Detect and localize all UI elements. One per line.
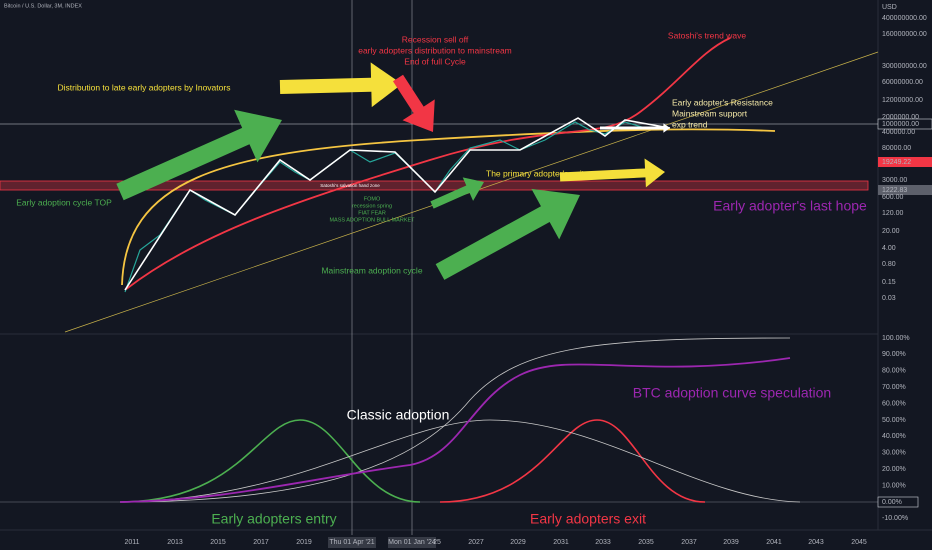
- percent-tick-label: 10.00%: [882, 482, 906, 489]
- price-tick-label: 60000000.00: [882, 79, 923, 86]
- currency: USD: [882, 4, 897, 11]
- time-tick-label: 2011: [124, 539, 139, 546]
- percent-tick-label: 80.00%: [882, 368, 906, 375]
- percent-tick-label: 60.00%: [882, 400, 906, 407]
- classic-curve: [119, 419, 801, 503]
- percent-tick-label: 50.00%: [882, 417, 906, 424]
- price-badge: [877, 118, 932, 130]
- time-tick-label: Mon 01 Jan '24: [388, 539, 436, 546]
- percent-tick-label: 70.00%: [882, 384, 906, 391]
- percent-tick-label: 90.00%: [882, 351, 906, 358]
- price-tick-label: 120.00: [882, 210, 904, 217]
- time-tick-label: 2043: [808, 539, 824, 546]
- time-tick-label: 2031: [553, 539, 569, 546]
- time-tick-label: 2015: [210, 539, 226, 546]
- time-tick-label: 25: [433, 539, 441, 546]
- annotation: Mainstream adoption cycle: [321, 265, 422, 275]
- annotation: Early adopters exit: [530, 511, 646, 527]
- price-tick-label: 12000000.00: [882, 97, 923, 104]
- time-tick-label: 2045: [851, 539, 867, 546]
- price-tick-label: 0.03: [882, 295, 896, 302]
- percent-tick-label: 20.00%: [882, 466, 906, 473]
- annotation: BTC adoption curve speculation: [633, 385, 831, 401]
- price-candles: [124, 121, 646, 293]
- annotation: Satoshi's salvation hand zone: [320, 183, 380, 188]
- time-tick-label: 2019: [296, 539, 312, 546]
- annotation: Recession sell off: [402, 34, 469, 44]
- symbol-title: Bitcoin / U.S. Dollar, 3M, INDEX: [4, 3, 82, 9]
- percent-tick-label: 0.00%: [882, 499, 902, 506]
- time-tick-label: 2013: [167, 539, 183, 546]
- annotation: Early adopter's last hope: [713, 198, 867, 214]
- percent-tick-label: 40.00%: [882, 433, 906, 440]
- annotation: The primary adopter's exit: [486, 168, 585, 178]
- arrow: [430, 177, 484, 209]
- price-tick-label: 3000.00: [882, 177, 907, 184]
- price-tick-label: 1000000.00: [882, 121, 919, 128]
- trend-wave: [124, 37, 731, 291]
- arrow: [559, 158, 665, 188]
- annotation: Early adoption cycle TOP: [16, 197, 112, 207]
- time-tick-label: 2041: [766, 539, 782, 546]
- annotation: FIAT FEAR: [358, 210, 386, 216]
- time-tick-label: 2017: [253, 539, 269, 546]
- price-tick-label: 600.00: [882, 194, 904, 201]
- annotation: Classic adoption: [347, 407, 450, 423]
- annotation: MASS ADOPTION BULL MARKET: [329, 217, 415, 223]
- price-tick-label: 300000000.00: [882, 63, 927, 70]
- percent-tick-label: -10.00%: [882, 515, 908, 522]
- annotation: early adopters distribution to mainstrea…: [358, 45, 512, 55]
- arrow: [435, 188, 580, 280]
- arrow: [392, 74, 435, 132]
- price-tick-label: 160000000.00: [882, 31, 927, 38]
- percent-tick-label: 30.00%: [882, 450, 906, 457]
- arrow: [600, 123, 670, 133]
- price-badge: [878, 157, 932, 167]
- price-tick-label: 400000000.00: [882, 15, 927, 22]
- price-tick-label: 2000000.00: [882, 114, 919, 121]
- annotation: Early adopters entry: [211, 511, 336, 527]
- annotation: Mainstream support: [672, 108, 748, 118]
- price-tick-label: 20.00: [882, 228, 900, 235]
- time-tick-label: 2033: [595, 539, 611, 546]
- annotation: Early adopter's Resistance: [672, 97, 773, 107]
- time-tick-label: 2037: [681, 539, 697, 546]
- time-tick-label: 2039: [723, 539, 739, 546]
- time-badge: [388, 537, 436, 548]
- arrow: [279, 62, 402, 108]
- s-curve: [129, 337, 791, 503]
- time-tick-label: 2035: [638, 539, 654, 546]
- price-tick-label: 80000.00: [882, 145, 911, 152]
- annotation: Distribution to late early adopters by I…: [58, 82, 231, 92]
- price-tick-label: 1222.83: [882, 187, 907, 194]
- price-tick-label: 4.00: [882, 245, 896, 252]
- time-tick-label: 2029: [510, 539, 526, 546]
- price-tick-label: 19249.22: [882, 159, 911, 166]
- resistance-arc: [121, 128, 776, 286]
- annotation: recession spring: [352, 203, 392, 209]
- speculation-curve: [119, 357, 791, 503]
- annotation: exp trend: [672, 119, 708, 129]
- percent-badge: [877, 496, 919, 508]
- time-tick-label: Thu 01 Apr '21: [329, 539, 374, 546]
- percent-tick-label: 100.00%: [882, 335, 910, 342]
- exit-curve: [439, 419, 706, 503]
- time-tick-label: 2027: [468, 539, 484, 546]
- time-badge: [328, 537, 376, 548]
- zigzag-path: [124, 117, 671, 291]
- annotation: Satoshi's trend wave: [668, 30, 746, 40]
- annotation: FOMO: [364, 196, 381, 202]
- price-tick-label: 0.15: [882, 279, 896, 286]
- annotation: End of full Cycle: [404, 56, 466, 66]
- price-tick-label: 400000.00: [882, 129, 915, 136]
- arrow: [116, 109, 282, 201]
- entry-curve: [119, 419, 421, 503]
- price-tick-label: 0.80: [882, 261, 896, 268]
- price-badge: [878, 185, 932, 195]
